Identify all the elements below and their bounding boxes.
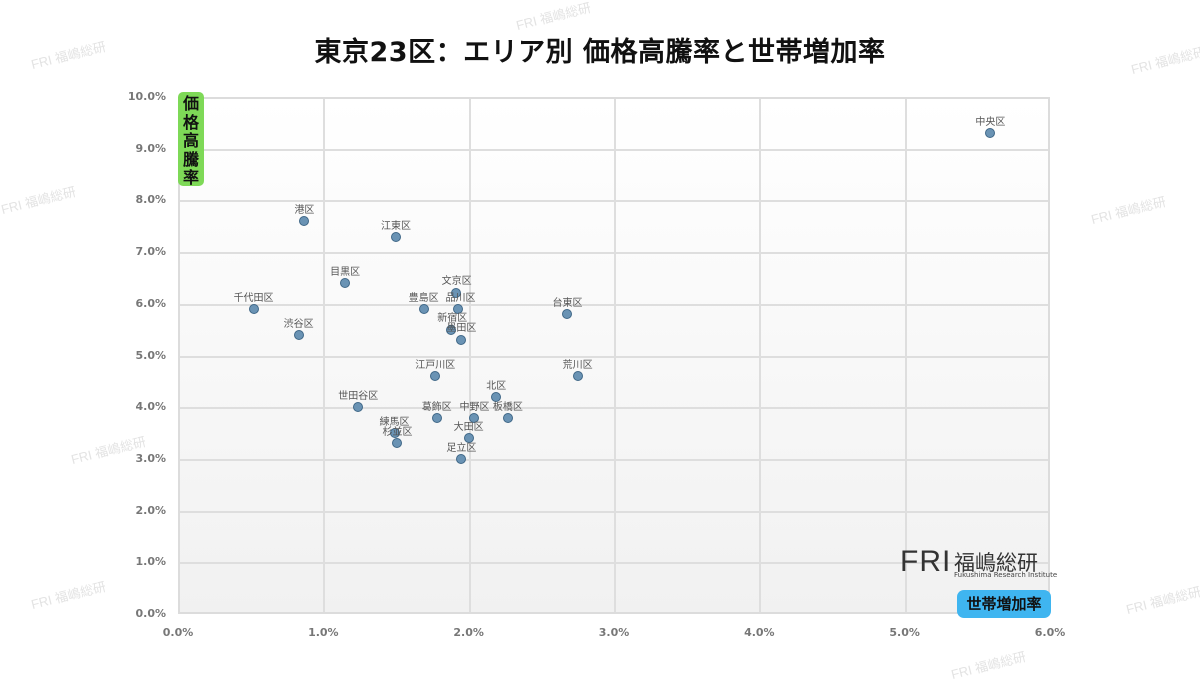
data-point[interactable] xyxy=(572,371,583,382)
x-tick-label: 3.0% xyxy=(598,626,630,639)
chart-title: 東京23区：エリア別 価格高騰率と世帯増加率 xyxy=(314,37,886,68)
data-point[interactable] xyxy=(248,303,259,314)
data-label: 大田区 xyxy=(453,422,484,434)
data-label: 中野区 xyxy=(459,401,490,413)
x-tick-label: 5.0% xyxy=(889,626,920,639)
y-gridline xyxy=(180,458,1048,461)
y-axis-label: 価格高騰率 xyxy=(182,94,199,187)
data-point[interactable] xyxy=(502,412,513,423)
data-label: 練馬区 xyxy=(379,417,410,429)
logo-name-en: Fukushima Research Institute xyxy=(954,571,1058,579)
data-point[interactable] xyxy=(293,329,304,340)
y-gridline xyxy=(180,252,1048,255)
x-tick-label: 6.0% xyxy=(1034,626,1066,639)
data-label: 杉並区 xyxy=(382,427,413,439)
data-point[interactable] xyxy=(446,324,457,335)
fri-logo: FRI 福嶋総研 Fukushima Research Institute xyxy=(900,545,1057,579)
x-axis-badge: 世帯増加率 xyxy=(957,590,1051,618)
y-gridline xyxy=(180,355,1048,358)
watermark: FRI 福嶋総研 xyxy=(514,0,593,34)
data-label: 品川区 xyxy=(445,292,476,304)
data-label: 荒川区 xyxy=(562,360,593,372)
y-tick-label: 4.0% xyxy=(135,400,166,414)
logo-mark: FRI xyxy=(900,545,952,578)
data-point[interactable] xyxy=(340,278,351,289)
y-tick-label: 7.0% xyxy=(135,245,166,259)
watermark: FRI 福嶋総研 xyxy=(949,648,1028,683)
data-label: 北区 xyxy=(486,380,507,392)
y-gridline xyxy=(180,407,1048,410)
y-tick-label: 8.0% xyxy=(135,193,166,207)
data-point[interactable] xyxy=(430,371,441,382)
data-label: 江戸川区 xyxy=(415,360,456,372)
y-tick-label: 0.0% xyxy=(135,607,166,620)
y-axis-badge: 価格高騰率 xyxy=(178,92,204,187)
data-label: 墨田区 xyxy=(446,322,477,334)
y-tick-label: 2.0% xyxy=(135,503,166,517)
data-label: 台東区 xyxy=(552,298,583,310)
data-point[interactable] xyxy=(453,303,464,314)
watermark: FRI 福嶋総研 xyxy=(1089,193,1168,228)
y-tick-label: 1.0% xyxy=(135,555,166,569)
data-point[interactable] xyxy=(562,309,573,320)
data-label: 世田谷区 xyxy=(338,391,379,403)
data-label: 目黒区 xyxy=(330,267,361,279)
data-label: 渋谷区 xyxy=(283,318,314,330)
data-point[interactable] xyxy=(463,433,474,444)
logo-name-jp: 福嶋総研 xyxy=(954,551,1038,575)
data-point[interactable] xyxy=(469,412,480,423)
data-label: 板橋区 xyxy=(492,401,523,413)
data-point[interactable] xyxy=(389,428,400,439)
watermark: FRI 福嶋総研 xyxy=(29,578,108,613)
data-label: 葛飾区 xyxy=(421,401,452,413)
data-point[interactable] xyxy=(431,412,442,423)
y-gridline xyxy=(180,562,1048,565)
data-point[interactable] xyxy=(985,128,996,139)
data-point[interactable] xyxy=(392,438,403,449)
y-tick-label: 3.0% xyxy=(135,451,166,465)
plot-area xyxy=(178,97,1050,614)
x-tick-label: 2.0% xyxy=(453,626,484,639)
y-tick-label: 6.0% xyxy=(135,296,166,310)
watermark: FRI 福嶋総研 xyxy=(0,183,78,218)
y-gridline xyxy=(180,200,1048,203)
data-point[interactable] xyxy=(456,453,467,464)
data-point[interactable] xyxy=(391,231,401,242)
y-gridline xyxy=(180,148,1048,151)
data-point[interactable] xyxy=(418,303,429,314)
data-point[interactable] xyxy=(491,391,502,402)
data-label: 豊島区 xyxy=(408,292,439,304)
data-point[interactable] xyxy=(456,334,467,345)
data-label: 中央区 xyxy=(975,117,1006,129)
y-gridline xyxy=(180,303,1048,306)
data-label: 文京区 xyxy=(441,276,472,288)
data-label: 足立区 xyxy=(446,442,477,454)
y-tick-label: 5.0% xyxy=(135,348,166,362)
x-tick-label: 4.0% xyxy=(744,626,775,639)
data-label: 江東区 xyxy=(381,220,411,232)
y-gridline xyxy=(180,510,1048,513)
data-label: 新宿区 xyxy=(437,312,468,324)
watermark: FRI 福嶋総研 xyxy=(1124,583,1200,618)
data-point[interactable] xyxy=(450,288,461,299)
data-point[interactable] xyxy=(299,216,310,227)
y-tick-label: 10.0% xyxy=(127,90,166,103)
data-label: 千代田区 xyxy=(233,292,274,304)
data-label: 港区 xyxy=(294,205,315,217)
x-tick-label: 1.0% xyxy=(308,626,339,639)
x-tick-label: 0.0% xyxy=(162,626,194,639)
data-point[interactable] xyxy=(353,402,364,413)
y-tick-label: 9.0% xyxy=(135,141,166,155)
